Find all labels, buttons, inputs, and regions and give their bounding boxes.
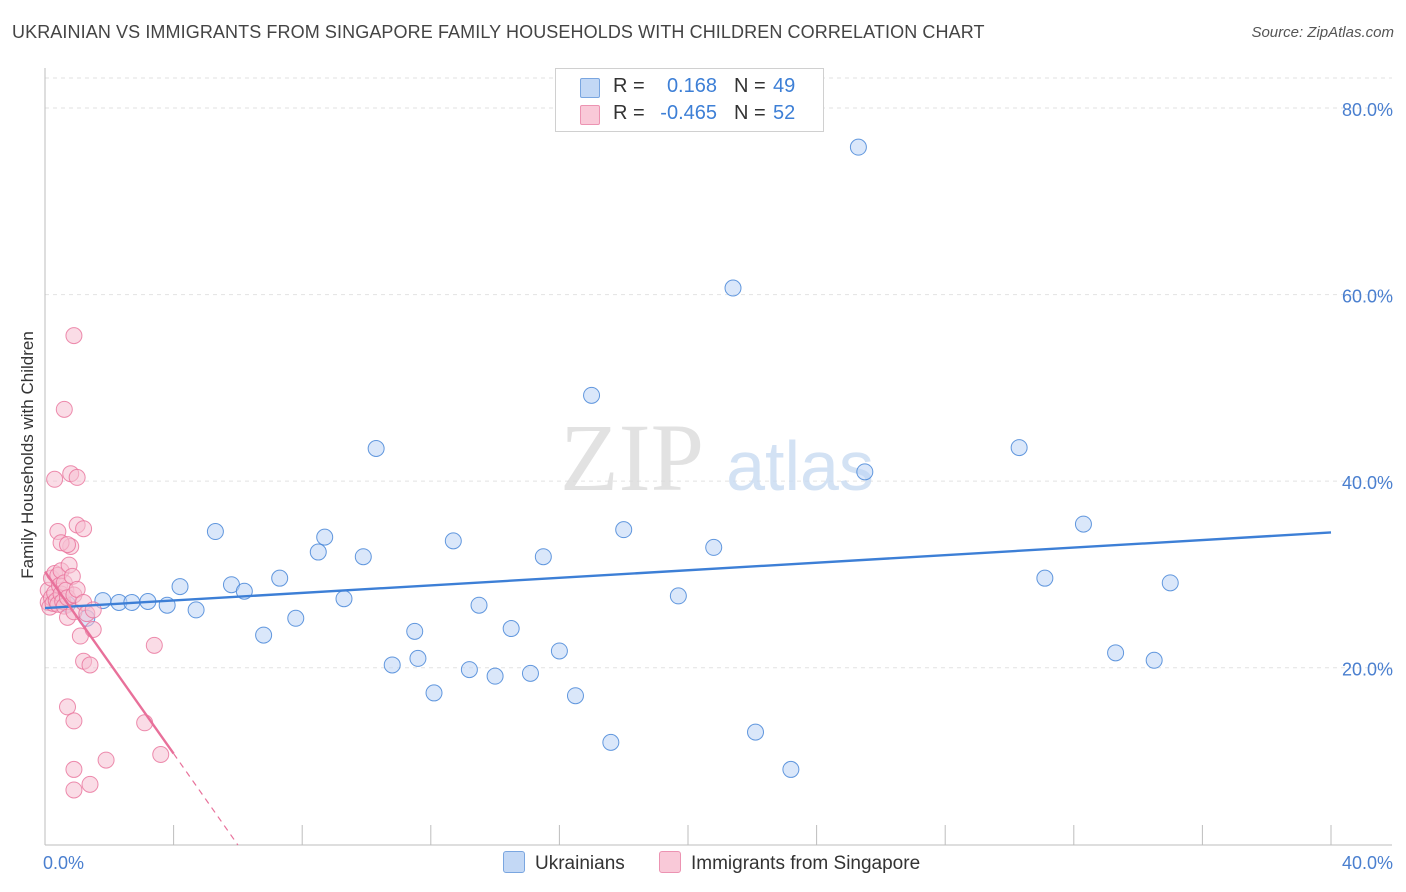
ukrainian-point bbox=[316, 528, 334, 546]
ukrainian-trend-line bbox=[44, 531, 1332, 610]
bottom-legend-ukrainians: Ukrainians bbox=[503, 851, 625, 875]
legend-r-label: R = bbox=[613, 75, 645, 97]
singapore-point bbox=[81, 656, 99, 674]
singapore-point bbox=[65, 781, 83, 799]
singapore-point bbox=[145, 636, 163, 654]
ukrainian-point bbox=[856, 463, 874, 481]
bottom-legend-label: Immigrants from Singapore bbox=[691, 853, 921, 874]
y-tick-label: 80.0% bbox=[1342, 100, 1393, 120]
trend-lines bbox=[44, 531, 1332, 846]
legend-n-label: N = bbox=[734, 75, 766, 97]
singapore-point bbox=[136, 714, 154, 732]
ukrainian-point bbox=[406, 622, 424, 640]
ukrainian-point bbox=[1107, 644, 1125, 662]
y-tick-label: 60.0% bbox=[1342, 287, 1393, 307]
ukrainian-point bbox=[1036, 569, 1054, 587]
ukrainian-point bbox=[354, 548, 372, 566]
ukrainian-point bbox=[470, 596, 488, 614]
ukrainian-point bbox=[705, 538, 723, 556]
bottom-legend-label: Ukrainians bbox=[535, 853, 625, 874]
tick-labels: 20.0% 40.0% 60.0% 80.0% 0.0% 40.0% bbox=[43, 100, 1393, 873]
ukrainian-point bbox=[171, 578, 189, 596]
legend-r-label: R = bbox=[613, 102, 645, 124]
singapore-point bbox=[97, 751, 115, 769]
legend-r-value: 0.168 bbox=[666, 75, 717, 97]
ukrainian-point bbox=[583, 386, 601, 404]
ukrainian-point bbox=[271, 569, 289, 587]
ukrainian-point bbox=[534, 548, 552, 566]
ukrainian-point bbox=[724, 279, 742, 297]
ukrainian-point bbox=[849, 138, 867, 156]
singapore-trend-line bbox=[44, 570, 175, 755]
ukrainian-point bbox=[367, 440, 385, 458]
ukrainian-point bbox=[502, 620, 520, 638]
singapore-point bbox=[75, 520, 93, 538]
ukrainian-point bbox=[287, 609, 305, 627]
bottom-legend-swatch-blue bbox=[503, 851, 525, 873]
ukrainian-point bbox=[669, 587, 687, 605]
singapore-point bbox=[55, 400, 73, 418]
singapore-point bbox=[59, 698, 77, 716]
singapore-point bbox=[84, 620, 102, 638]
watermark-zip: ZIP bbox=[560, 404, 704, 511]
ukrainian-point bbox=[747, 723, 765, 741]
ukrainian-point bbox=[383, 656, 401, 674]
chart-title: UKRAINIAN VS IMMIGRANTS FROM SINGAPORE F… bbox=[12, 22, 985, 42]
ukrainian-point bbox=[782, 760, 800, 778]
gridlines bbox=[45, 77, 1392, 669]
ukrainian-point bbox=[566, 687, 584, 705]
y-tick-label: 20.0% bbox=[1342, 660, 1393, 680]
ukrainian-point bbox=[486, 667, 504, 685]
ukrainian-point bbox=[255, 626, 273, 644]
ukrainian-point bbox=[309, 543, 327, 561]
singapore-trend-extension bbox=[173, 753, 239, 846]
ukrainian-point bbox=[409, 649, 427, 667]
legend-n-value: 52 bbox=[773, 102, 796, 124]
x-tick-label: 0.0% bbox=[43, 853, 84, 873]
legend-r-value: -0.465 bbox=[660, 102, 717, 124]
ukrainian-point bbox=[521, 664, 539, 682]
stats-legend: R = 0.168 N = 49 R = -0.465 N = 52 bbox=[555, 68, 824, 132]
x-tick-label: 40.0% bbox=[1342, 853, 1393, 873]
ukrainian-point bbox=[602, 733, 620, 751]
singapore-point bbox=[65, 712, 83, 730]
ukrainian-point bbox=[460, 661, 478, 679]
chart-source: Source: ZipAtlas.com bbox=[1251, 24, 1394, 41]
legend-n-label: N = bbox=[734, 102, 766, 124]
ukrainian-point bbox=[1010, 439, 1028, 457]
y-tick-label: 40.0% bbox=[1342, 473, 1393, 493]
ukrainian-point bbox=[425, 684, 443, 702]
singapore-point bbox=[81, 775, 99, 793]
legend-swatch-pink bbox=[580, 105, 600, 125]
singapore-point bbox=[46, 470, 64, 488]
ukrainian-point bbox=[615, 521, 633, 539]
bottom-legend-singapore: Immigrants from Singapore bbox=[659, 851, 920, 875]
ukrainian-point bbox=[550, 642, 568, 660]
ukrainian-point bbox=[206, 523, 224, 541]
watermark-atlas: atlas bbox=[726, 427, 874, 505]
singapore-point bbox=[68, 468, 86, 486]
singapore-point bbox=[59, 536, 77, 554]
ukrainian-point bbox=[1161, 574, 1179, 592]
axes bbox=[44, 68, 1392, 846]
ukrainian-point bbox=[1074, 515, 1092, 533]
singapore-point bbox=[152, 746, 170, 764]
legend-swatch-blue bbox=[580, 78, 600, 98]
ukrainian-point bbox=[335, 590, 353, 608]
ukrainian-point bbox=[187, 601, 205, 619]
legend-n-value: 49 bbox=[773, 75, 796, 97]
bottom-legend-swatch-pink bbox=[659, 851, 681, 873]
singapore-point bbox=[65, 760, 83, 778]
ukrainian-point bbox=[444, 532, 462, 550]
singapore-point bbox=[65, 327, 83, 345]
ukrainian-point bbox=[1145, 651, 1163, 669]
